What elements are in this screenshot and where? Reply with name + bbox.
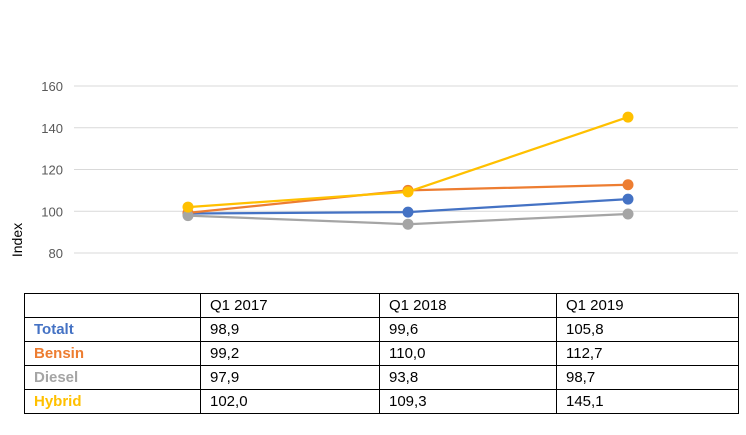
table-row-hybrid: Hybrid 102,0 109,3 145,1 xyxy=(24,389,739,414)
table-cell: 109,3 xyxy=(379,389,557,414)
table-cell: 102,0 xyxy=(200,389,380,414)
data-table: Q1 2017 Q1 2018 Q1 2019 Totalt 98,9 99,6… xyxy=(24,293,739,414)
data-point-hybrid xyxy=(622,111,634,123)
y-tick-label: 100 xyxy=(41,204,63,219)
series-name-cell: Totalt xyxy=(24,317,201,342)
table-cell: 97,9 xyxy=(200,365,380,390)
y-tick-label: 80 xyxy=(49,246,63,261)
line-chart: 80 100 120 140 160 Index xyxy=(9,79,738,261)
table-corner-cell xyxy=(24,293,201,318)
series-name-cell: Diesel xyxy=(24,365,201,390)
table-cell: 112,7 xyxy=(556,341,739,366)
table-header-row: Q1 2017 Q1 2018 Q1 2019 xyxy=(24,293,739,318)
data-point-hybrid xyxy=(402,186,414,198)
series-name-cell: Bensin xyxy=(24,341,201,366)
y-tick-label: 160 xyxy=(41,79,63,94)
series-name-cell: Hybrid xyxy=(24,389,201,414)
table-cell: 99,6 xyxy=(379,317,557,342)
table-header-cell: Q1 2018 xyxy=(379,293,557,318)
table-cell: 105,8 xyxy=(556,317,739,342)
table-cell: 145,1 xyxy=(556,389,739,414)
data-point-diesel xyxy=(402,218,414,230)
table-row-diesel: Diesel 97,9 93,8 98,7 xyxy=(24,365,739,390)
data-point-diesel xyxy=(182,210,194,222)
data-point-diesel xyxy=(622,208,634,220)
table-cell: 93,8 xyxy=(379,365,557,390)
y-tick-label: 140 xyxy=(41,121,63,136)
data-point-bensin xyxy=(622,179,634,191)
y-axis-tick-labels: 80 100 120 140 160 xyxy=(41,79,63,261)
table-header-cell: Q1 2019 xyxy=(556,293,739,318)
table-row-bensin: Bensin 99,2 110,0 112,7 xyxy=(24,341,739,366)
data-point-totalt xyxy=(622,193,634,205)
data-point-hybrid xyxy=(182,201,194,213)
table-cell: 99,2 xyxy=(200,341,380,366)
table-row-totalt: Totalt 98,9 99,6 105,8 xyxy=(24,317,739,342)
table-cell: 98,7 xyxy=(556,365,739,390)
data-point-totalt xyxy=(402,206,414,218)
series-lines xyxy=(182,111,634,230)
table-header-cell: Q1 2017 xyxy=(200,293,380,318)
y-axis-label: Index xyxy=(9,223,25,257)
table-cell: 110,0 xyxy=(379,341,557,366)
y-tick-label: 120 xyxy=(41,163,63,178)
table-cell: 98,9 xyxy=(200,317,380,342)
